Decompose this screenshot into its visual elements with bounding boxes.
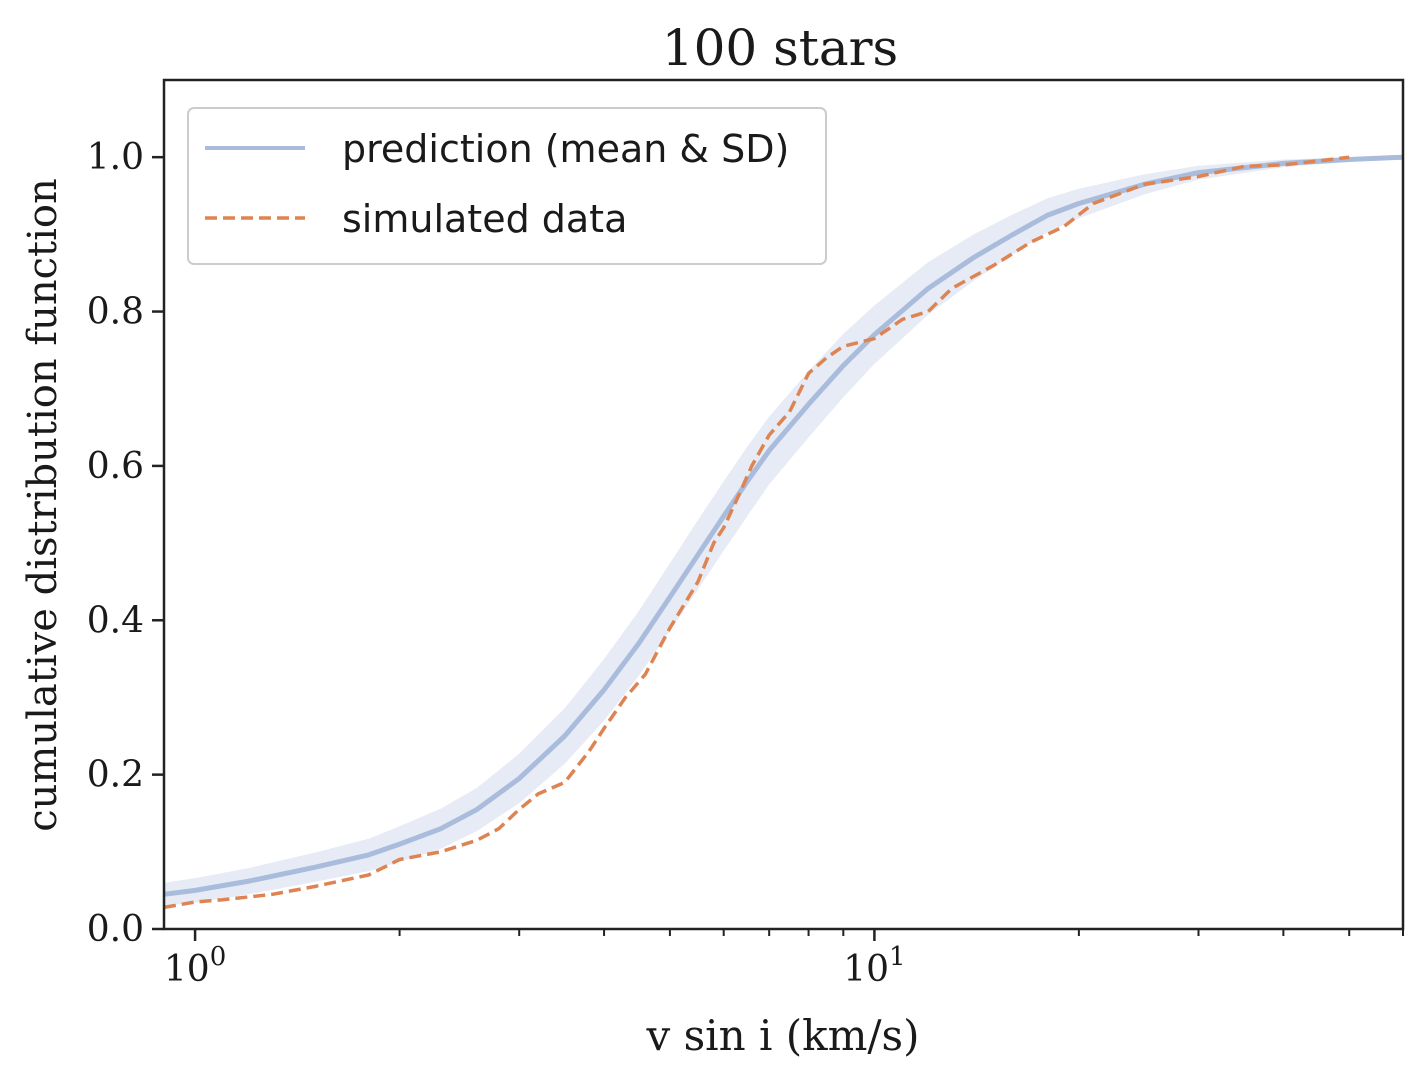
series-line-layer <box>163 154 1404 910</box>
x-tick-label: 101 <box>843 942 905 990</box>
sd-band-prediction <box>164 157 1403 906</box>
plot-frame <box>162 78 1405 931</box>
legend: prediction (mean & SD) simulated data <box>187 107 827 265</box>
legend-label-prediction: prediction (mean & SD) <box>342 127 789 171</box>
y-tick-label: 0.6 <box>87 446 144 487</box>
y-tick-label: 0.0 <box>87 909 144 950</box>
legend-label-simulated: simulated data <box>342 197 627 241</box>
legend-box <box>187 107 827 265</box>
y-tick-label: 0.2 <box>87 755 144 796</box>
chart-title: 100 stars <box>662 19 898 77</box>
sd-band-layer <box>164 157 1403 906</box>
x-tick-label: 100 <box>164 942 226 990</box>
y-tick-label: 0.4 <box>87 600 144 641</box>
x-axis: 100 101 <box>164 929 1404 990</box>
y-tick-label: 0.8 <box>87 292 144 333</box>
x-axis-label: v sin i (km/s) <box>646 1011 920 1060</box>
series-line-simulated <box>163 155 1350 910</box>
y-axis-label: cumulative distribution function <box>20 178 66 832</box>
y-tick-label: 1.0 <box>87 137 144 178</box>
y-axis: 0.0 0.2 0.4 0.6 0.8 1.0 <box>87 137 164 950</box>
series-line-prediction <box>163 154 1404 897</box>
